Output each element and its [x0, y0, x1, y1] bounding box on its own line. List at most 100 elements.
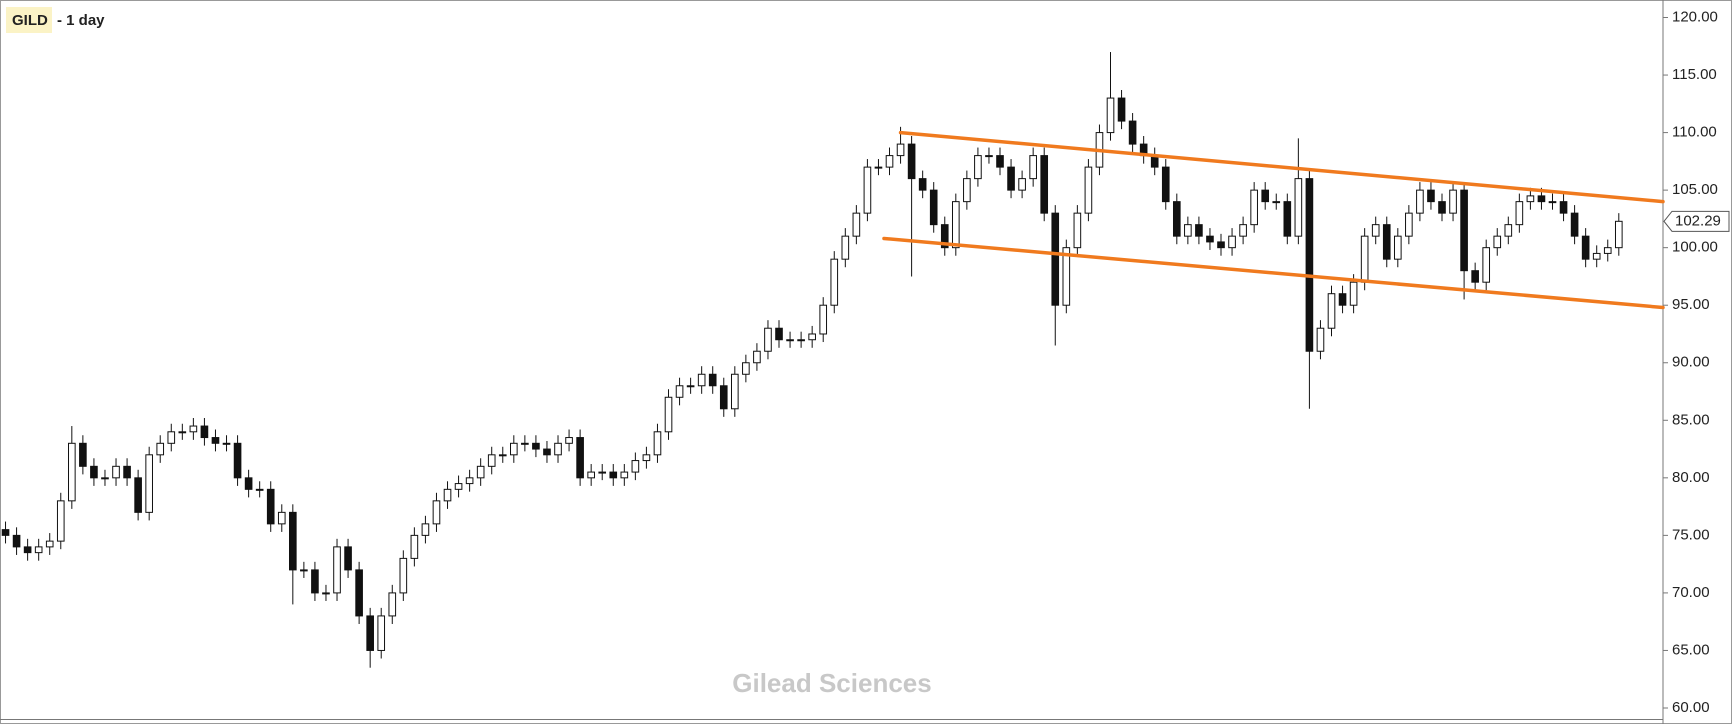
candle-body [974, 155, 982, 180]
candle-body [454, 483, 463, 490]
y-tick-label: 95.00 [1672, 296, 1710, 313]
candle-body [23, 546, 32, 554]
candle-body [255, 488, 264, 491]
candle-body [764, 327, 772, 352]
candle-body [598, 471, 607, 474]
candle-body [145, 454, 153, 513]
candle-body [244, 477, 253, 490]
candle-body [907, 143, 916, 180]
candle-body [1007, 166, 1015, 191]
candle-body [1581, 235, 1590, 260]
candle-body [34, 546, 43, 554]
candle-body [123, 465, 131, 479]
candle-body [863, 166, 872, 214]
candle-body [1272, 201, 1281, 204]
candle-body [1239, 224, 1247, 237]
candle-body [675, 385, 684, 398]
candle-body [465, 477, 474, 485]
candle-body [1283, 201, 1292, 237]
candle-body [532, 442, 540, 450]
last-price-marker [1663, 210, 1730, 232]
candle-body [985, 155, 993, 158]
candle-body [1161, 166, 1170, 203]
candle-body [1438, 201, 1446, 214]
candle-body [178, 431, 187, 434]
candle-body [487, 454, 496, 467]
candle-body [841, 235, 850, 260]
candle-body [1206, 235, 1214, 243]
plot-area [1, 52, 1665, 668]
candle-body [266, 488, 275, 525]
candle-body [1117, 97, 1126, 122]
candle-body [311, 569, 319, 594]
candle-body [576, 437, 584, 479]
candle-body [45, 540, 54, 548]
candle-body [1471, 270, 1479, 283]
candle-body [742, 362, 750, 375]
candle-body [819, 304, 828, 335]
candle-body [289, 511, 297, 571]
candle-body [521, 442, 529, 445]
candle-body [1559, 201, 1568, 214]
candle-body [830, 258, 839, 306]
candle-body [1603, 247, 1612, 254]
candle-body [112, 465, 120, 479]
candle-body [1338, 293, 1347, 306]
candle-body [808, 333, 816, 341]
y-tick-label: 60.00 [1672, 699, 1710, 716]
candle-body [587, 471, 595, 479]
chart-subtitle: - 1 day [57, 12, 105, 29]
y-tick-label: 90.00 [1672, 354, 1710, 371]
candle-body [1537, 195, 1546, 203]
candle-body [1349, 281, 1358, 306]
candle-body [1427, 189, 1435, 203]
candle-body [1018, 178, 1026, 191]
candle-body [1084, 166, 1093, 214]
candle-body [1305, 178, 1314, 352]
candle-body [1570, 212, 1579, 237]
candle-body [1250, 189, 1258, 226]
watermark: Gilead Sciences [732, 668, 931, 698]
candle-body [686, 385, 695, 388]
title-highlight [6, 7, 52, 33]
candle-body [1327, 293, 1336, 329]
candle-body [753, 350, 761, 364]
candle-body [885, 155, 894, 168]
candle-body [1051, 212, 1060, 306]
candle-body [730, 373, 739, 410]
candle-body [388, 592, 397, 617]
candle-body [432, 500, 441, 525]
candle-body [708, 373, 717, 387]
candle-body [1393, 235, 1402, 260]
candle-body [1106, 97, 1115, 134]
candle-body [1614, 220, 1623, 249]
candle-body [1382, 224, 1391, 260]
candle-body [1515, 201, 1524, 226]
candle-body [1405, 212, 1413, 237]
y-axis: 60.00 65.00 70.00 75.00 80.00 85.00 90.00 95.00… [1663, 8, 1730, 716]
candle-body [56, 500, 65, 542]
candle-body [476, 465, 485, 479]
chart-title: GILD [12, 12, 48, 29]
candle-body [222, 442, 231, 445]
candle-body [1526, 195, 1535, 203]
candle-body [642, 454, 651, 462]
candle-body [156, 442, 165, 456]
candle-body [1360, 235, 1369, 283]
candle-body [852, 212, 861, 237]
candle-body [1493, 235, 1502, 249]
candle-body [1, 529, 10, 536]
candle-body [355, 569, 363, 617]
y-tick-label: 105.00 [1672, 181, 1718, 198]
candle-body [609, 471, 618, 479]
candle-body [443, 488, 452, 502]
candle-body [1548, 201, 1557, 204]
candle-body [918, 178, 927, 191]
candle-body [929, 189, 938, 226]
candle-body [366, 615, 374, 651]
candle-body [233, 442, 242, 479]
candle-body [90, 465, 98, 479]
candle-body [200, 425, 209, 439]
